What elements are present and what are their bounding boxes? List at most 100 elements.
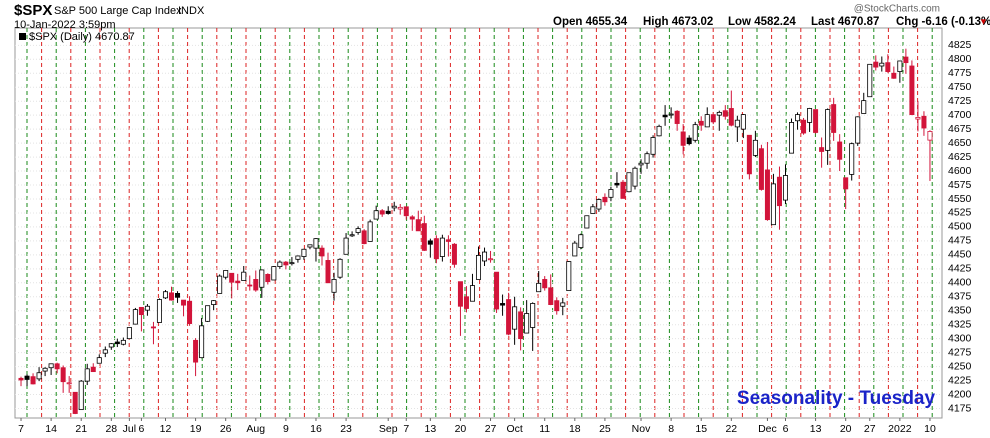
candle-body [84, 368, 90, 382]
candle-body [813, 109, 819, 133]
candle-body [704, 114, 710, 128]
candle-body [710, 114, 716, 123]
symbol-name: S&P 500 Large Cap Index [54, 5, 182, 17]
x-tick-label: 26 [220, 423, 232, 435]
candle-body [632, 167, 638, 187]
candle-body [319, 247, 325, 257]
candle-body [554, 300, 560, 312]
x-tick-label: 20 [840, 423, 852, 435]
candle-body [24, 375, 30, 380]
candle-body [102, 349, 108, 354]
y-tick-label: 4400 [948, 277, 972, 289]
candle-body [506, 299, 512, 335]
quote-last: Last 4670.87 [811, 16, 879, 28]
candle-body [120, 339, 126, 345]
symbol: $SPX [14, 2, 52, 19]
candle-body [331, 279, 337, 293]
candle-body [758, 148, 764, 190]
legend-swatch [19, 33, 26, 40]
x-tick-label: 8 [668, 423, 674, 435]
candle-body [807, 108, 813, 123]
candle-body [138, 306, 144, 316]
x-tick-label: 18 [569, 423, 581, 435]
y-tick-label: 4225 [948, 374, 972, 386]
x-tick-label: 12 [160, 423, 172, 435]
candles [18, 48, 933, 415]
candle-body [500, 303, 506, 306]
candle-body [385, 210, 391, 214]
y-tick-label: 4650 [948, 137, 972, 149]
x-tick-label: 11 [539, 423, 550, 435]
candle-body [373, 210, 379, 220]
candle-body [48, 363, 54, 369]
candle-body [415, 219, 421, 232]
candle-body [403, 206, 409, 217]
candle-body [915, 116, 921, 120]
candle-body [277, 261, 283, 267]
candle-body [596, 199, 602, 210]
candle-body [776, 176, 782, 207]
candle-body [469, 285, 475, 302]
candle-body [217, 275, 223, 294]
candle-body [855, 116, 861, 144]
candle-body [680, 131, 686, 146]
candle-body [909, 65, 915, 116]
x-tick-label: 28 [105, 423, 117, 435]
y-tick-label: 4300 [948, 332, 972, 344]
x-tick-label: 25 [599, 423, 611, 435]
y-tick-label: 4800 [948, 53, 972, 65]
candle-body [433, 238, 439, 260]
y-tick-label: 4250 [948, 360, 972, 372]
candle-body [716, 111, 722, 116]
candle-body [30, 376, 36, 385]
exchange: INDX [178, 5, 205, 17]
x-tick-label: 23 [340, 423, 352, 435]
candle-body [668, 113, 674, 116]
candle-body [650, 137, 656, 155]
candle-body [439, 237, 445, 257]
x-tick-label: 6 [783, 423, 789, 435]
candle-body [782, 175, 789, 201]
x-tick-label: Oct [506, 423, 522, 435]
candle-body [560, 302, 566, 307]
candle-body [752, 139, 758, 156]
candle-body [295, 255, 301, 260]
candle-body [843, 177, 849, 190]
candle-body [548, 287, 554, 305]
candle-body [644, 153, 650, 164]
x-tick-label: Dec [758, 423, 777, 435]
candle-body [831, 104, 837, 133]
x-tick-label: 19 [190, 423, 202, 435]
candle-body [686, 137, 692, 145]
y-tick-label: 4325 [948, 318, 972, 330]
x-tick-label: 9 [283, 423, 289, 435]
timestamp: 10-Jan-2022 3:59pm [14, 19, 116, 31]
y-tick-label: 4725 [948, 95, 972, 107]
candle-body [132, 309, 138, 325]
x-tick-label: 7 [403, 423, 409, 435]
candle-body [379, 210, 385, 215]
candle-body [819, 147, 825, 152]
candle-body [187, 300, 193, 324]
candle-body [867, 63, 873, 98]
candle-body [722, 110, 728, 117]
y-tick-label: 4200 [948, 388, 972, 400]
candle-body [168, 292, 175, 301]
candle-body [572, 242, 578, 257]
candle-body [205, 305, 211, 322]
candle-body [728, 108, 734, 126]
y-tick-label: 4425 [948, 263, 972, 275]
candle-body [337, 258, 343, 278]
candle-body [150, 326, 156, 329]
candle-body [72, 391, 78, 414]
candle-body [614, 182, 620, 186]
candle-body [126, 327, 132, 340]
y-tick-label: 4375 [948, 291, 972, 303]
x-tick-label: 15 [695, 423, 707, 435]
candle-body [801, 119, 807, 134]
candle-body [873, 61, 879, 68]
candle-body [445, 239, 451, 242]
candle-body [271, 266, 277, 281]
candle-body [60, 367, 66, 383]
candle-body [42, 367, 48, 372]
